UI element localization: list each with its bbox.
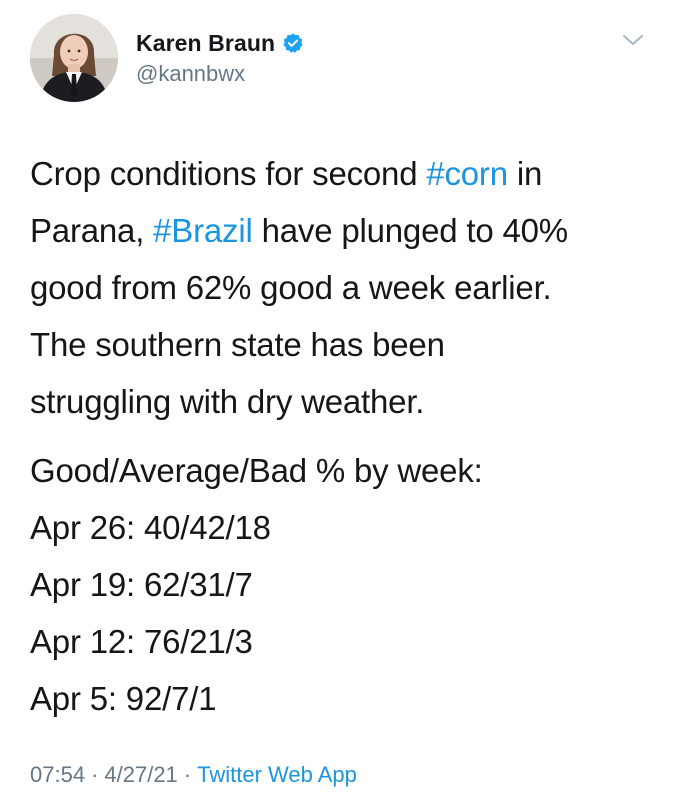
tweet-paragraph-main: Crop conditions for second #corn in Para…	[30, 145, 650, 430]
tweet-date[interactable]: 4/27/21	[104, 762, 178, 787]
tweet-line: struggling with dry weather.	[30, 383, 425, 420]
hashtag-brazil-link[interactable]: #Brazil	[153, 212, 253, 249]
avatar[interactable]	[30, 14, 118, 102]
tweet-text-segment: Crop conditions for second	[30, 155, 427, 192]
author-handle[interactable]: @kannbwx	[136, 61, 246, 86]
hashtag-corn-link[interactable]: #corn	[426, 155, 508, 192]
tweet-line: The southern state has been	[30, 326, 445, 363]
stats-row: Apr 12: 76/21/3	[30, 623, 253, 660]
tweet-text: Crop conditions for second #corn in Para…	[30, 145, 650, 727]
tweet-text-segment: in	[507, 155, 543, 192]
tweet-line: good from 62% good a week earlier.	[30, 269, 552, 306]
tweet-line: Crop conditions for second #corn in	[30, 145, 650, 202]
author-name-row[interactable]: Karen Braun	[136, 28, 304, 58]
tweet-paragraph-stats: Good/Average/Bad % by week: Apr 26: 40/4…	[30, 442, 650, 727]
chevron-down-icon[interactable]	[620, 30, 646, 50]
tweet-text-segment: Parana,	[30, 212, 154, 249]
tweet-source-link[interactable]: Twitter Web App	[197, 762, 357, 787]
stats-row: Apr 26: 40/42/18	[30, 509, 271, 546]
footer-separator: ·	[183, 762, 192, 787]
stats-row: Apr 5: 92/7/1	[30, 680, 217, 717]
footer-separator: ·	[91, 762, 99, 787]
tweet-line: Parana, #Brazil have plunged to 40%	[30, 202, 650, 259]
profile-photo	[30, 14, 118, 102]
tweet-footer: 07:54 · 4/27/21 · Twitter Web App	[30, 762, 357, 788]
tweet-time[interactable]: 07:54	[30, 762, 86, 787]
author-display-name[interactable]: Karen Braun	[136, 29, 276, 56]
verified-badge-icon	[282, 32, 304, 54]
stats-row: Apr 19: 62/31/7	[30, 566, 253, 603]
tweet-text-segment: have plunged to 40%	[252, 212, 569, 249]
stats-header: Good/Average/Bad % by week:	[30, 452, 483, 489]
